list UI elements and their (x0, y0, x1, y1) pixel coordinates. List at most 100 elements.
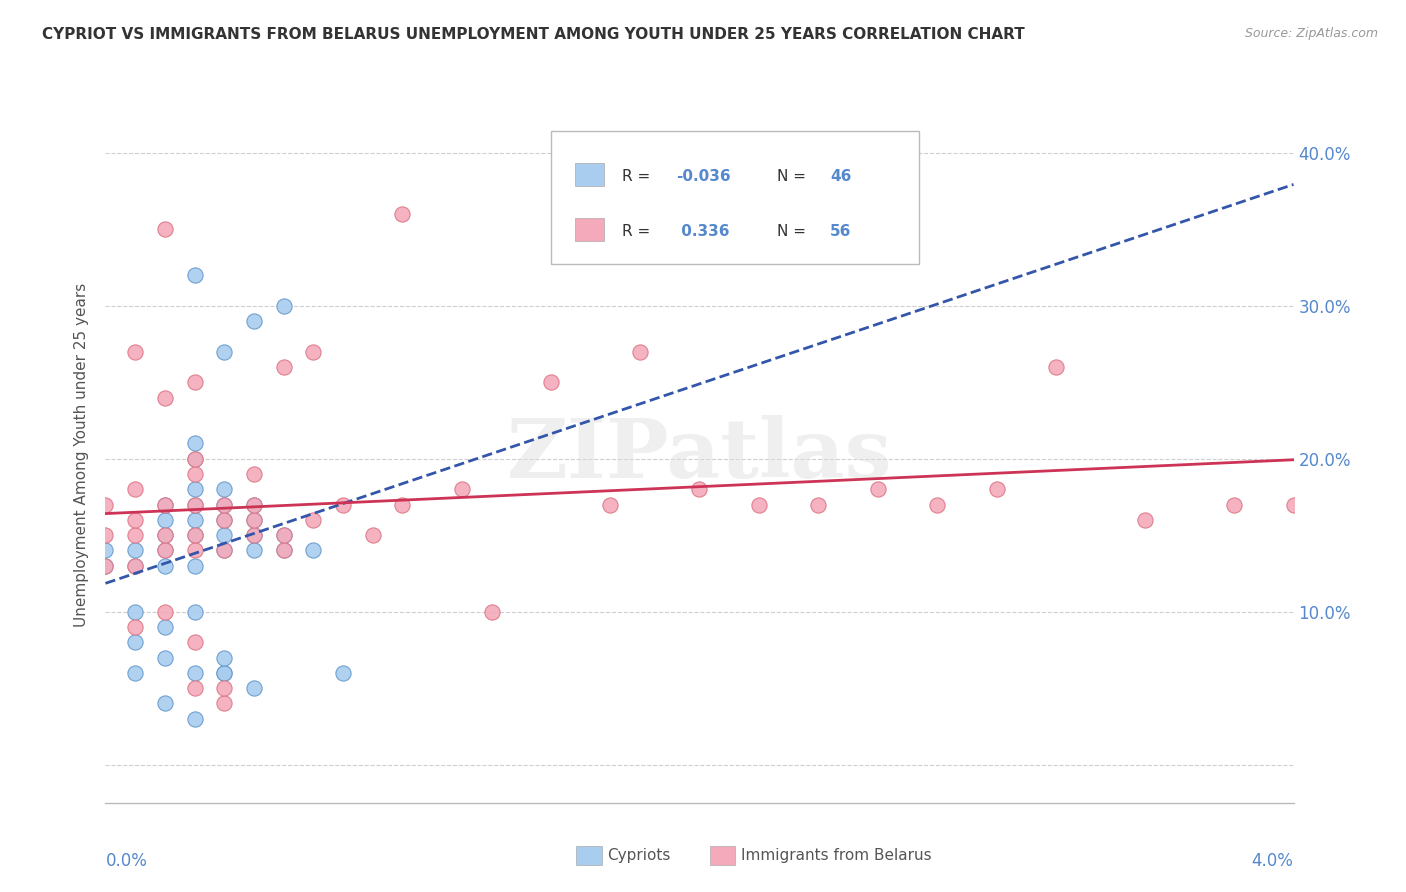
Point (214, 665, 236, 680)
Point (332, 665, 354, 680)
Point (628, 344, 651, 359)
Point (214, 513, 236, 527)
Point (153, 650, 176, 665)
Point (214, 681, 236, 695)
Point (214, 513, 236, 527)
Point (748, 498, 770, 512)
Point (94, 558, 117, 573)
Point (214, 483, 236, 497)
Text: R =: R = (623, 169, 655, 185)
Point (1223, 498, 1246, 512)
Text: CYPRIOT VS IMMIGRANTS FROM BELARUS UNEMPLOYMENT AMONG YOUTH UNDER 25 YEARS CORRE: CYPRIOT VS IMMIGRANTS FROM BELARUS UNEMP… (42, 27, 1025, 42)
Point (124, 665, 146, 680)
Point (243, 513, 266, 527)
Text: R =: R = (623, 225, 655, 239)
Point (927, 498, 949, 512)
Point (866, 483, 889, 497)
Point (94, 558, 117, 573)
Point (1282, 498, 1305, 512)
Point (689, 483, 711, 497)
Text: ZIPatlas: ZIPatlas (506, 415, 893, 495)
Text: N =: N = (776, 169, 811, 185)
Point (124, 513, 146, 527)
Point (361, 528, 384, 542)
Bar (575, 163, 605, 186)
Point (153, 528, 176, 542)
Text: 0.0%: 0.0% (105, 852, 148, 870)
Text: 4.0%: 4.0% (1251, 852, 1294, 870)
FancyBboxPatch shape (551, 131, 920, 263)
Point (273, 299, 295, 313)
Point (183, 513, 205, 527)
Point (183, 558, 205, 573)
Point (391, 498, 413, 512)
Text: Cypriots: Cypriots (607, 848, 671, 863)
Point (124, 558, 146, 573)
Text: Immigrants from Belarus: Immigrants from Belarus (741, 848, 932, 863)
Point (153, 498, 176, 512)
Point (183, 528, 205, 542)
Point (153, 605, 176, 619)
Point (183, 543, 205, 558)
Text: 0.336: 0.336 (676, 225, 730, 239)
Point (153, 498, 176, 512)
Point (481, 605, 503, 619)
Point (183, 712, 205, 726)
Bar (575, 219, 605, 241)
Point (243, 314, 266, 328)
Point (243, 513, 266, 527)
Point (183, 451, 205, 466)
Point (214, 344, 236, 359)
Point (153, 558, 176, 573)
Point (450, 483, 472, 497)
Point (183, 681, 205, 695)
Point (273, 528, 295, 542)
Text: Source: ZipAtlas.com: Source: ZipAtlas.com (1244, 27, 1378, 40)
Point (153, 543, 176, 558)
Point (214, 528, 236, 542)
Point (986, 483, 1008, 497)
Point (1133, 513, 1156, 527)
Point (124, 635, 146, 649)
Point (214, 543, 236, 558)
Point (273, 543, 295, 558)
Point (599, 498, 621, 512)
Point (302, 344, 325, 359)
Point (153, 513, 176, 527)
Point (94, 528, 117, 542)
Point (214, 665, 236, 680)
Point (243, 543, 266, 558)
Point (183, 268, 205, 283)
Point (302, 543, 325, 558)
Point (153, 697, 176, 711)
Point (214, 650, 236, 665)
Point (243, 498, 266, 512)
Point (214, 697, 236, 711)
Point (540, 376, 562, 390)
Point (183, 528, 205, 542)
Point (183, 605, 205, 619)
Point (153, 391, 176, 405)
Point (273, 528, 295, 542)
Point (273, 543, 295, 558)
Point (243, 498, 266, 512)
Point (243, 528, 266, 542)
Point (183, 498, 205, 512)
Point (302, 513, 325, 527)
Text: 46: 46 (830, 169, 852, 185)
Point (124, 558, 146, 573)
Point (124, 528, 146, 542)
Point (243, 528, 266, 542)
Point (273, 359, 295, 374)
Point (183, 376, 205, 390)
Point (243, 467, 266, 481)
Point (332, 498, 354, 512)
Point (243, 681, 266, 695)
Point (214, 498, 236, 512)
Point (153, 543, 176, 558)
Point (807, 498, 830, 512)
Point (214, 543, 236, 558)
Text: 56: 56 (830, 225, 852, 239)
Text: N =: N = (776, 225, 811, 239)
Point (391, 207, 413, 221)
